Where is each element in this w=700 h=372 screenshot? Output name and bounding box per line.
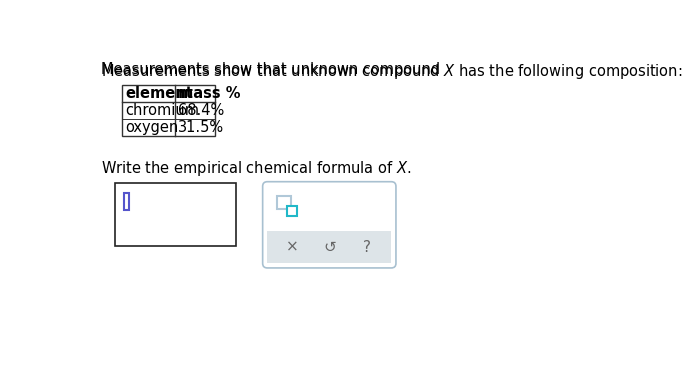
Bar <box>124 193 130 210</box>
Text: 31.5%: 31.5% <box>178 119 224 135</box>
Text: Write the empirical chemical formula of $\it{X}$.: Write the empirical chemical formula of … <box>102 158 412 177</box>
Bar <box>288 206 297 216</box>
FancyBboxPatch shape <box>262 182 396 268</box>
Text: ×: × <box>286 240 298 255</box>
Text: mass %: mass % <box>178 86 241 101</box>
Text: chromium: chromium <box>125 103 200 118</box>
Text: ↺: ↺ <box>323 240 336 255</box>
Text: Measurements show that unknown compound $\it{X}$ has the following composition:: Measurements show that unknown compound … <box>102 62 683 81</box>
Bar <box>276 196 290 209</box>
Bar <box>122 85 216 135</box>
Bar <box>267 231 391 263</box>
Text: 68.4%: 68.4% <box>178 103 225 118</box>
Text: Measurements show that unknown compound: Measurements show that unknown compound <box>102 62 445 77</box>
Text: ?: ? <box>363 240 370 255</box>
Text: element: element <box>125 86 193 101</box>
Text: oxygen: oxygen <box>125 119 178 135</box>
Bar <box>116 183 235 246</box>
